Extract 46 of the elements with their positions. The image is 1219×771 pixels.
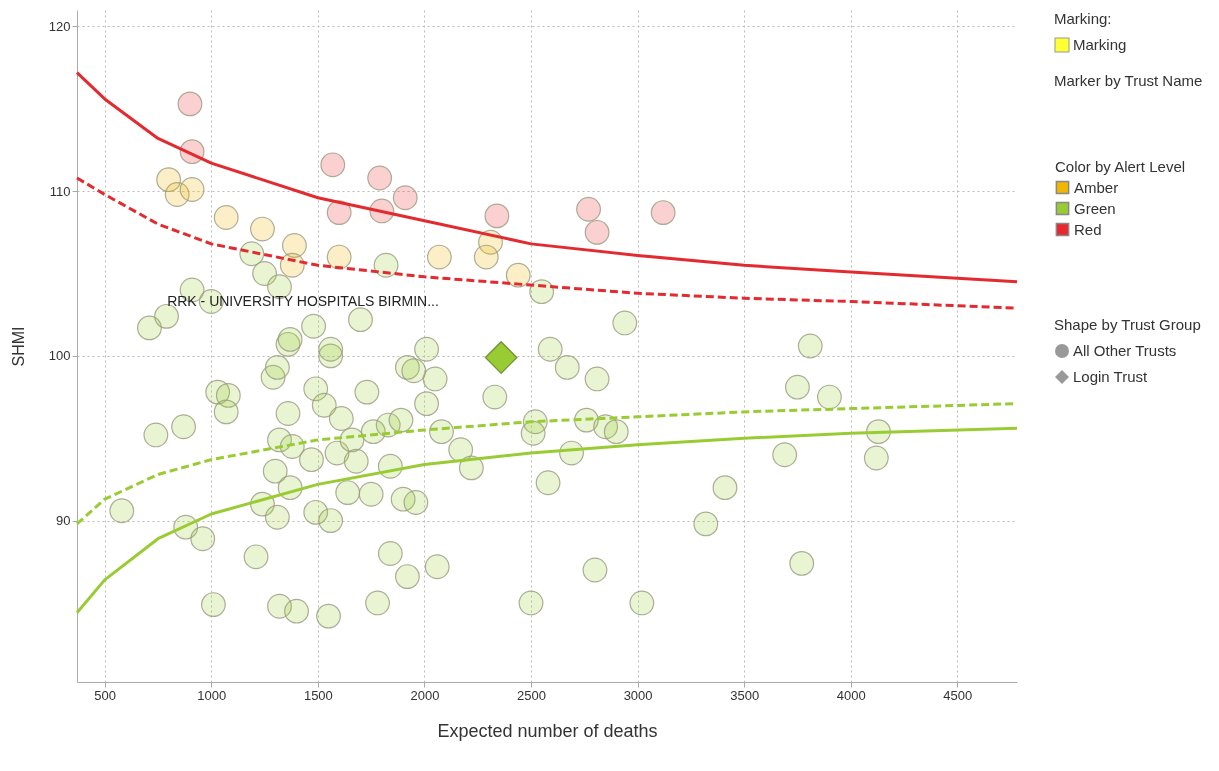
x-tick-label: 2500 (517, 687, 546, 703)
point (367, 165, 393, 191)
point (250, 216, 275, 242)
legend-label: Green (1074, 199, 1116, 217)
y-tick-label: 90 (56, 513, 71, 529)
point (576, 196, 601, 222)
point (326, 200, 352, 225)
x-tick-label: 4000 (836, 687, 866, 703)
line-series (75, 426, 1019, 615)
legend-label: Red (1074, 220, 1102, 238)
point (281, 233, 307, 258)
legend-title: Color by Alert Level (1055, 158, 1186, 175)
text: All Other Trusts (1073, 341, 1177, 361)
line-series (75, 71, 1019, 284)
y-axis-title: SHMI (9, 326, 27, 367)
text: Marking (1073, 35, 1127, 55)
point (213, 205, 239, 230)
x-axis-title: Expected number of deaths (437, 720, 658, 741)
point (473, 244, 499, 270)
x-tick-label: 4500 (943, 687, 973, 703)
point (584, 219, 610, 245)
point (392, 185, 418, 211)
point (426, 244, 452, 270)
text: Login Trust (1073, 367, 1148, 387)
legend-label: Amber (1074, 178, 1119, 196)
text: Shape by Trust Group (1054, 315, 1201, 335)
x-tick-label: 500 (94, 687, 117, 703)
x-tick-label: 3500 (730, 687, 760, 703)
x-tick-label: 2000 (410, 687, 440, 703)
point (177, 91, 203, 117)
annotation: RRK - UNIVERSITY HOSPITALS BIRMIN... (167, 293, 439, 309)
point (505, 262, 531, 288)
point (484, 341, 518, 374)
point (320, 152, 346, 178)
x-tick-label: 1000 (197, 687, 227, 703)
y-tick-label: 120 (48, 18, 71, 34)
point (484, 203, 510, 229)
text: Marker by Trust Name (1054, 71, 1203, 91)
point (179, 177, 205, 202)
y-tick-label: 110 (49, 183, 71, 199)
text: Marking: (1054, 9, 1112, 29)
x-tick-label: 1500 (303, 687, 333, 703)
point (650, 200, 676, 225)
y-tick-label: 100 (48, 348, 71, 364)
point (326, 244, 352, 270)
x-tick-label: 3000 (623, 687, 653, 703)
